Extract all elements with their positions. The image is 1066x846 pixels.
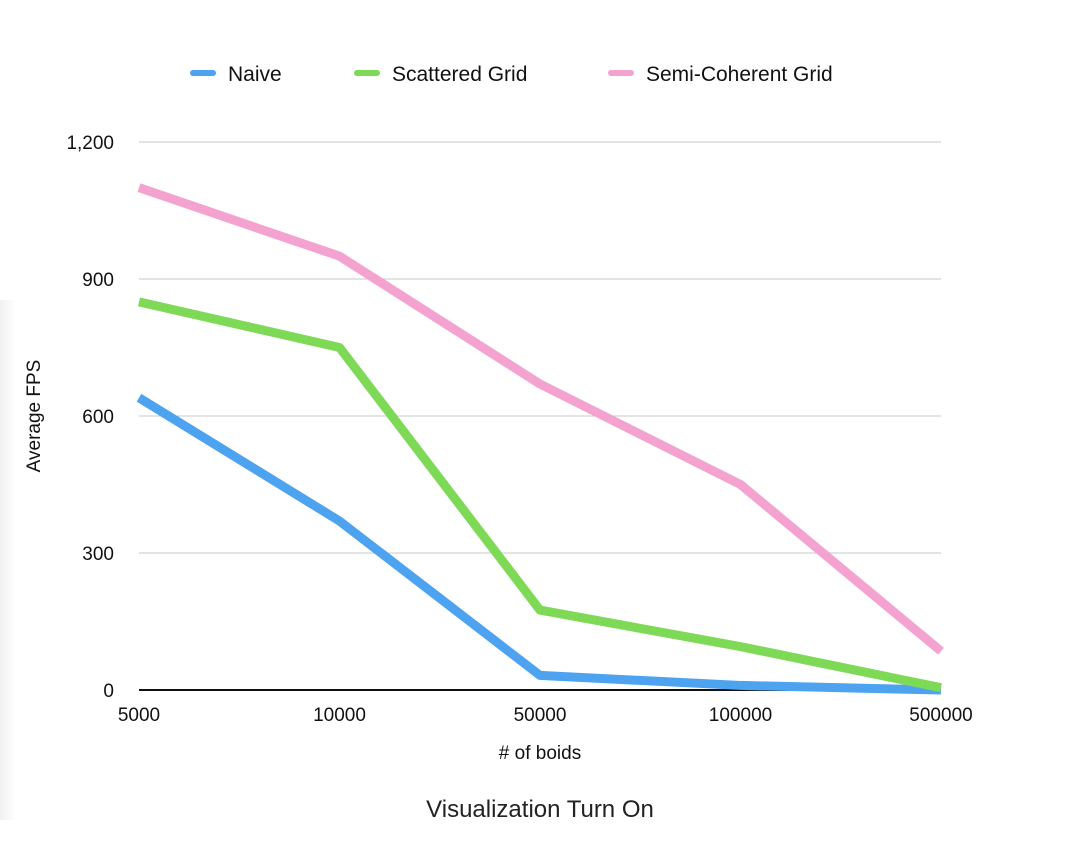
y-tick-label: 300 — [82, 544, 114, 565]
x-tick-label: 100000 — [709, 705, 772, 726]
series-line-naive — [136, 393, 942, 695]
y-tick-label: 900 — [82, 270, 114, 291]
series-line-scattered-grid — [138, 297, 942, 693]
window-edge-shadow — [0, 300, 16, 820]
y-axis-title: Average FPS — [24, 360, 45, 473]
legend-label: Scattered Grid — [392, 63, 527, 86]
y-tick-label: 0 — [103, 681, 114, 702]
x-tick-label: 500000 — [909, 705, 972, 726]
x-tick-label: 10000 — [313, 705, 366, 726]
x-tick-label: 5000 — [118, 705, 160, 726]
legend-label: Naive — [228, 63, 282, 86]
y-tick-label: 1,200 — [66, 133, 114, 154]
gridlines — [139, 141, 941, 554]
legend-label: Semi-Coherent Grid — [646, 63, 833, 86]
series-lines — [136, 183, 944, 695]
chart-caption: Visualization Turn On — [426, 796, 654, 823]
x-tick-label: 50000 — [514, 705, 567, 726]
x-axis-title: # of boids — [499, 743, 581, 764]
legend: Naive Scattered Grid Semi-Coherent Grid — [190, 63, 833, 86]
series-line-semi-coherent-grid — [137, 183, 944, 655]
x-axis-tick-labels: 5000 10000 50000 100000 500000 — [118, 705, 973, 726]
y-tick-label: 600 — [82, 407, 114, 428]
y-axis-tick-labels: 0 300 600 900 1,200 — [66, 133, 114, 702]
